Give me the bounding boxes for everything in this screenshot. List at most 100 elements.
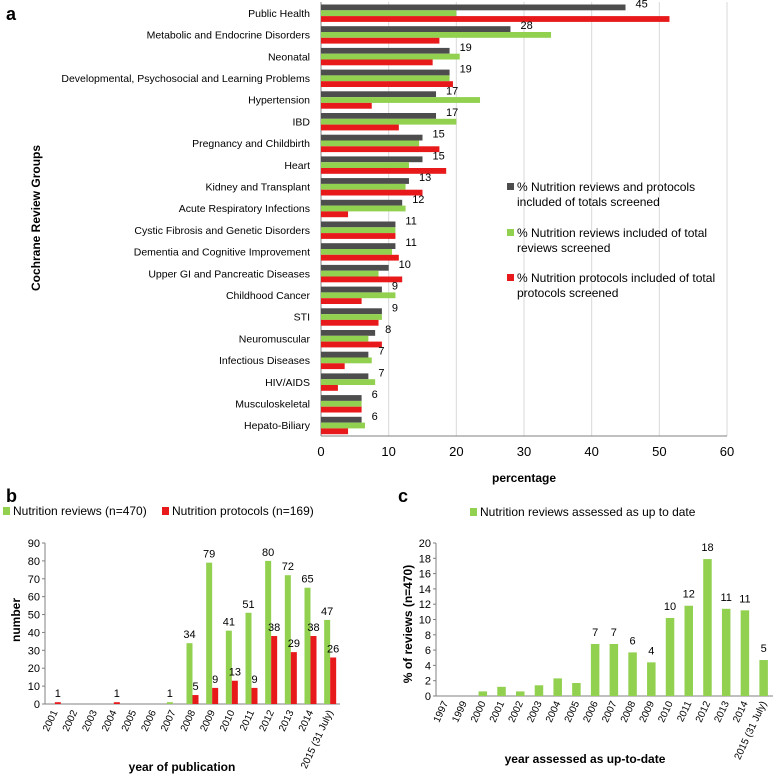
chart-a-category-label: Upper GI and Pancreatic Diseases — [148, 268, 310, 280]
chart-a-bar — [321, 379, 376, 385]
chart-c-bar — [740, 610, 750, 696]
chart-a-bar — [321, 59, 433, 66]
chart-a-x-tick: 10 — [381, 444, 395, 459]
chart-a-bar — [321, 335, 369, 342]
chart-a-data-label: 7 — [378, 346, 384, 358]
chart-b-x-tick: 2004 — [100, 708, 120, 733]
chart-b-data-label: 5 — [192, 681, 198, 693]
chart-b-y-tick: 80 — [28, 556, 40, 568]
chart-a-data-label: 19 — [460, 42, 472, 54]
chart-b-y-tick: 70 — [28, 574, 40, 586]
chart-c-y-tick: 18 — [419, 553, 431, 565]
chart-a-bar — [321, 26, 511, 32]
chart-a-category-label: Cystic Fibrosis and Genetic Disorders — [134, 225, 310, 237]
chart-c-xlabel: year assessed as up-to-date — [505, 752, 666, 766]
chart-b-bar — [192, 695, 199, 704]
chart-b-y-tick: 50 — [28, 610, 40, 622]
chart-a-bar — [321, 357, 372, 364]
panel-letter-c: c — [398, 486, 408, 506]
chart-a-category-label: Pregnancy and Childbirth — [192, 138, 310, 150]
chart-a-category-label: Public Health — [248, 8, 310, 20]
chart-a-bar — [321, 422, 365, 429]
chart-b-x-tick: 2008 — [179, 708, 199, 733]
chart-a-bar — [321, 211, 349, 218]
chart-c-x-tick: 2010 — [656, 699, 676, 724]
chart-b-x-tick: 2011 — [238, 708, 257, 733]
chart-a-category-label: Acute Respiratory Infections — [179, 203, 310, 215]
chart-c-ylabel: % of reviews (n=470) — [401, 565, 415, 683]
chart-c-bar — [534, 685, 544, 696]
chart-c-x-tick: 2012 — [694, 699, 714, 724]
chart-b-xlabel: year of publication — [129, 760, 236, 774]
chart-b-data-label: 38 — [307, 622, 319, 634]
chart-b-legend-swatch — [3, 507, 10, 515]
chart-a-bar — [321, 351, 369, 358]
chart-b-data-label: 26 — [327, 643, 339, 655]
chart-c-bar — [478, 691, 488, 696]
chart-a-bar — [321, 189, 423, 196]
chart-b-bar — [271, 636, 278, 704]
panel-letter-b: b — [6, 486, 17, 506]
chart-a-data-label: 11 — [405, 237, 416, 249]
chart-a-legend-entry: % Nutrition reviews included of total rev… — [517, 226, 707, 255]
chart-c-bar — [497, 686, 506, 696]
chart-a-category-label: STI — [294, 312, 310, 324]
chart-b-x-tick: 2005 — [120, 708, 140, 733]
chart-a-bar — [321, 400, 362, 407]
chart-c-x-tick: 2001 — [488, 699, 508, 724]
chart-a-bar — [321, 254, 399, 261]
chart-b-x-tick: 2002 — [61, 708, 81, 733]
chart-b-bar — [265, 560, 272, 704]
chart-b-y-tick: 0 — [34, 699, 40, 711]
chart-a-bar — [321, 227, 396, 234]
chart-c-x-tick: 2005 — [563, 699, 583, 724]
chart-a-data-label: 45 — [636, 0, 648, 11]
chart-a-bar — [321, 330, 376, 336]
chart-b-data-label: 79 — [203, 549, 215, 561]
chart-a-bar — [321, 264, 389, 271]
chart-c-x-tick: 2009 — [638, 699, 658, 724]
chart-c-data-label: 10 — [664, 601, 676, 613]
chart-a-bar — [321, 10, 457, 17]
chart-b-x-tick: 2013 — [277, 708, 297, 733]
chart-a-category-label: Hypertension — [248, 95, 310, 107]
chart-c-x-tick: 2007 — [600, 699, 620, 724]
chart-c-bar — [721, 608, 731, 696]
chart-c-bar — [516, 691, 525, 696]
chart-b-y-tick: 40 — [28, 627, 40, 639]
chart-c-data-label: 18 — [701, 542, 713, 554]
chart-a-bar — [321, 406, 362, 413]
chart-a-bar — [321, 363, 345, 370]
chart-a-bar — [321, 233, 396, 239]
chart-a-bar — [321, 69, 450, 76]
chart-b-bar — [231, 680, 238, 704]
chart-a-category-label: Developmental, Psychosocial and Learning… — [61, 73, 310, 85]
chart-a-data-label: 15 — [433, 129, 445, 141]
chart-b-bar — [284, 575, 291, 704]
chart-c-bar — [759, 660, 768, 696]
chart-a-bar — [321, 199, 403, 206]
chart-b-bar — [324, 619, 331, 704]
chart-b-data-label: 41 — [223, 617, 235, 629]
chart-b-x-tick: 2010 — [218, 708, 238, 733]
chart-b-y-tick: 30 — [28, 645, 40, 657]
chart-b-bar — [245, 612, 252, 704]
chart-a-category-label: Neuromuscular — [239, 333, 311, 345]
chart-a-category-label: Childhood Cancer — [226, 290, 311, 302]
chart-a-legend-swatch — [507, 183, 514, 190]
chart-b-y-tick: 20 — [28, 663, 40, 675]
chart-c-x-tick: 2006 — [581, 699, 601, 724]
chart-b-data-label: 29 — [288, 638, 300, 650]
chart-c-data-label: 4 — [648, 645, 654, 657]
chart-b-data-label: 9 — [212, 674, 218, 686]
chart-c-bar — [572, 682, 581, 696]
chart-a-bar — [321, 162, 409, 168]
chart-c-y-tick: 20 — [419, 538, 431, 550]
chart-a-bar — [321, 319, 379, 326]
chart-b-bar — [113, 702, 120, 704]
chart-c-bar — [647, 662, 656, 696]
chart-a-data-label: 7 — [378, 367, 384, 379]
chart-b-data-label: 38 — [268, 622, 280, 634]
